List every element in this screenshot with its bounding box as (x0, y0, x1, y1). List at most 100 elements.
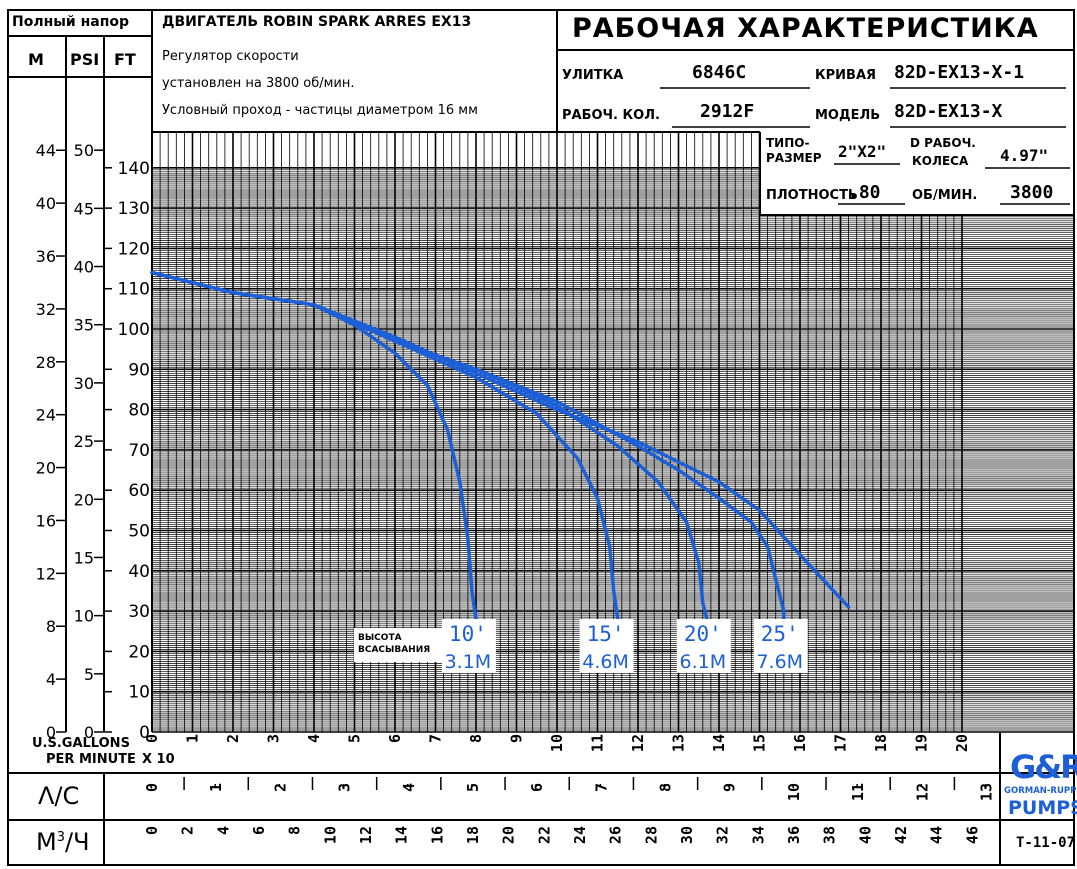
m3h-tick-label: 4 (214, 826, 232, 835)
model-value: 82D-EX13-X (894, 101, 1003, 122)
lift-label-box (441, 619, 496, 673)
psi-tick-label: 35 (74, 316, 94, 335)
gpm-tick-label: 2 (224, 734, 242, 743)
density-label: ПЛОТНОСТЬ (766, 188, 858, 203)
gpm-tick-label: 20 (953, 734, 971, 752)
ls-tick-label: 13 (978, 783, 996, 801)
m3h-tick-label: 8 (286, 826, 304, 835)
lift-label-box (753, 619, 808, 673)
m3h-tick-label: 0 (143, 826, 161, 835)
size-label-2: РАЗМЕР (766, 151, 822, 165)
psi-tick-label: 25 (74, 432, 94, 451)
m-tick-label: 44 (36, 141, 56, 160)
psi-tick-label: 15 (74, 548, 94, 567)
head-title: Полный напор (12, 14, 130, 30)
logo-mark: G&R (1010, 748, 1077, 786)
size-value: 2"X2" (838, 142, 887, 161)
gpm-tick-label: 9 (508, 734, 526, 743)
m3h-tick-label: 44 (928, 826, 946, 844)
info-line-3: Условный проход - частицы диаметром 16 м… (162, 103, 478, 118)
m3h-tick-label: 20 (500, 826, 518, 844)
density-value: .80 (848, 182, 881, 203)
gpm-tick-label: 12 (629, 734, 647, 752)
info-line-2: установлен на 3800 об/мин. (162, 76, 355, 91)
pump-curves (150, 270, 851, 621)
m3h-tick-label: 14 (393, 826, 411, 844)
m3h-tick-label: 40 (856, 826, 874, 844)
psi-tick-label: 50 (74, 141, 94, 160)
lift-label-ft: 10' (449, 622, 487, 646)
ft-tick-label: 10 (128, 683, 150, 703)
impeller-label: РАБОЧ. КОЛ. (562, 108, 660, 123)
ls-tick-label: 2 (271, 783, 289, 792)
rpm-label: ОБ/МИН. (912, 188, 978, 203)
lift-label-m: 7.6M (756, 651, 803, 673)
gpm-tick-label: 1 (184, 734, 202, 743)
col-psi-label: PSI (70, 50, 100, 69)
model-label: МОДЕЛЬ (815, 108, 881, 123)
ft-tick-label: 70 (128, 441, 150, 461)
gpm-tick-label: 14 (710, 734, 728, 752)
gpm-tick-label: 3 (265, 734, 283, 743)
engine-title: ДВИГАТЕЛЬ ROBIN SPARK ARRES EX13 (162, 14, 472, 30)
ft-tick-label: 80 (128, 401, 150, 421)
m-tick-label: 36 (36, 247, 56, 266)
lift-label-m: 4.6M (582, 651, 629, 673)
m3h-tick-label: 28 (642, 826, 660, 844)
m-tick-label: 28 (36, 353, 56, 372)
col-ft-label: FT (114, 50, 136, 69)
gpm-tick-label: 8 (467, 734, 485, 743)
ls-tick-label: 5 (464, 783, 482, 792)
m3h-tick-label: 32 (714, 826, 732, 844)
gpm-tick-label: 15 (751, 734, 769, 752)
lift-label-ft: 15' (587, 622, 625, 646)
info-line-1: Регулятор скорости (162, 49, 299, 64)
logo-line-1: GORMAN-RUPP (1004, 786, 1077, 796)
m3h-tick-label: 12 (357, 826, 375, 844)
head-axes: 0102030405060708090100110120130140051015… (36, 141, 150, 743)
m3h-tick-label: 34 (749, 826, 767, 844)
size-label-1: ТИПО- (766, 136, 810, 150)
m3h-label: M3/Ч (36, 828, 90, 856)
m3h-tick-label: 10 (321, 826, 339, 844)
ft-tick-label: 20 (128, 642, 150, 662)
psi-tick-label: 30 (74, 374, 94, 393)
m3h-tick-label: 16 (428, 826, 446, 844)
logo-line-2: PUMPS (1008, 797, 1077, 819)
psi-tick-label: 45 (74, 199, 94, 218)
lift-label-m: 6.1M (679, 651, 726, 673)
m3h-tick-label: 26 (607, 826, 625, 844)
ft-tick-label: 100 (118, 320, 150, 340)
gpm-tick-label: 6 (386, 734, 404, 743)
ft-tick-label: 130 (118, 199, 150, 219)
psi-tick-label: 40 (74, 258, 94, 277)
m-tick-label: 0 (46, 723, 56, 742)
m-tick-label: 24 (36, 406, 56, 425)
gpm-tick-label: 17 (832, 734, 850, 752)
m3h-tick-label: 46 (963, 826, 981, 844)
ft-tick-label: 60 (128, 481, 150, 501)
psi-tick-label: 5 (84, 665, 94, 684)
ls-tick-label: 3 (336, 783, 354, 792)
gpm-tick-label: 19 (913, 734, 931, 752)
m3h-tick-label: 18 (464, 826, 482, 844)
ft-tick-label: 110 (118, 280, 150, 300)
dia-label-2: КОЛЕСА (912, 154, 969, 168)
impeller-value: 2912F (700, 101, 755, 122)
ls-tick-label: 6 (528, 783, 546, 792)
psi-tick-label: 0 (84, 723, 94, 742)
m3h-tick-label: 42 (892, 826, 910, 844)
m-tick-label: 8 (46, 617, 56, 636)
gpm-label-2: PER MINUTE (46, 752, 136, 767)
m3h-sup: 3 (56, 830, 65, 845)
m3h-tick-label: 2 (179, 826, 197, 835)
curve-value: 82D-EX13-X-1 (894, 62, 1025, 83)
psi-tick-label: 20 (74, 490, 94, 509)
m-tick-label: 16 (36, 511, 56, 530)
volute-value: 6846C (692, 62, 747, 83)
ft-tick-label: 140 (118, 159, 150, 179)
m3h-tail: /Ч (65, 828, 90, 856)
m3h-tick-label: 38 (821, 826, 839, 844)
lift-label-m: 3.1M (445, 651, 492, 673)
